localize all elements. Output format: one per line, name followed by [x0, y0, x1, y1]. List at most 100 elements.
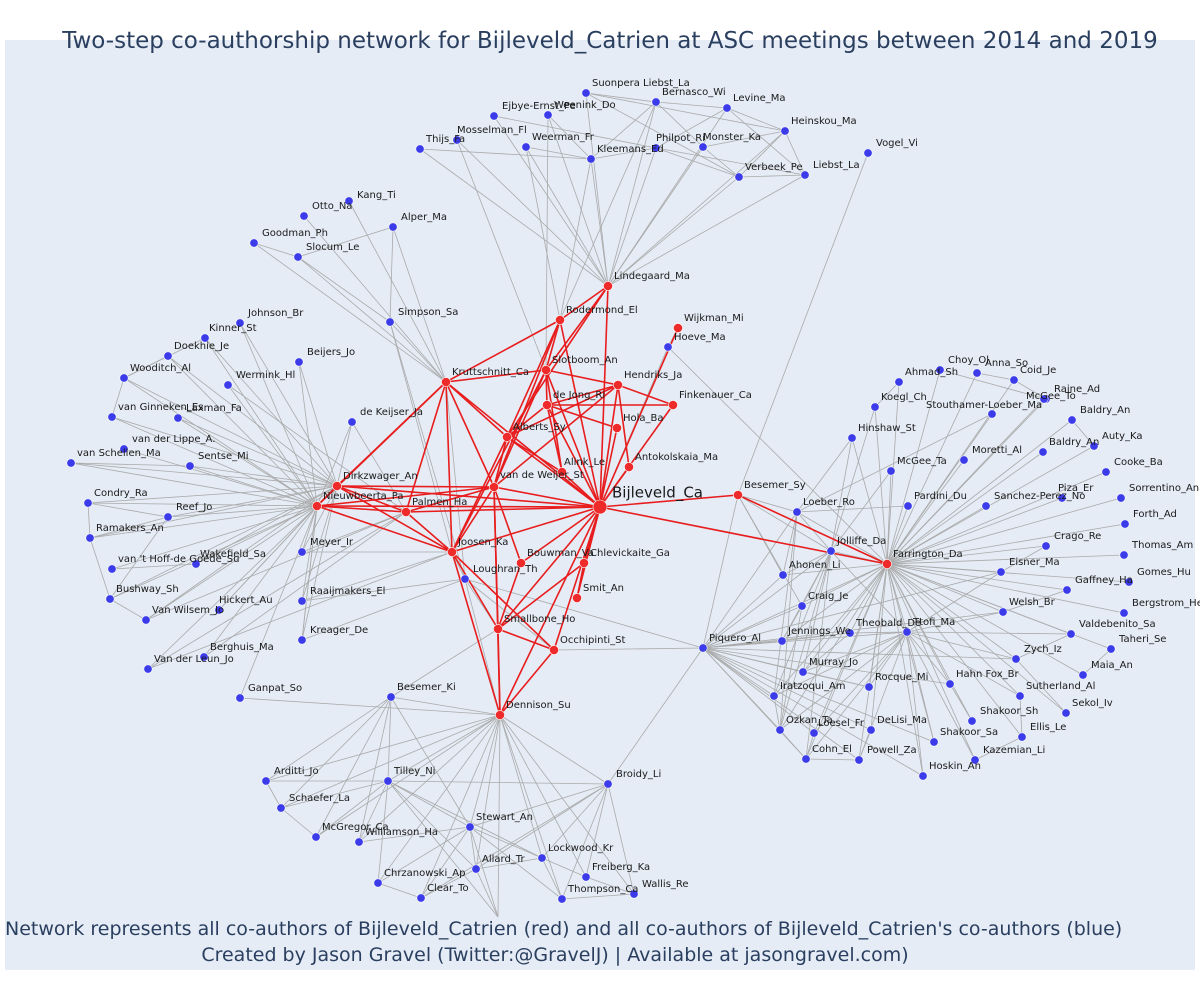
grey-edge [607, 174, 806, 287]
red-edge [497, 506, 601, 630]
grey-edge [886, 563, 1125, 614]
node-label-piquero-al: Piquero_Al [709, 633, 761, 644]
node-hola-ba [612, 423, 622, 433]
grey-edge [358, 714, 501, 843]
grey-edge [974, 736, 1023, 761]
grey-edge [239, 322, 318, 507]
node-label-vogel-vi: Vogel_Vi [876, 138, 918, 149]
grey-edge [886, 413, 993, 565]
node-label-ramakers-an: Ramakers_An [96, 523, 164, 534]
red-edge [316, 505, 407, 513]
grey-edge [390, 696, 471, 828]
node-williamson-ha [354, 837, 364, 847]
grey-edge [253, 242, 299, 258]
node-gomes-hu [1124, 577, 1134, 587]
node-label-bijleveld-ca: Bijleveld_Ca [612, 484, 703, 503]
red-edges [316, 285, 888, 716]
grey-edge [830, 406, 876, 552]
grey-edge [702, 647, 1017, 660]
grey-edge [297, 226, 394, 258]
node-label-goodman-ph: Goodman_Ph [262, 228, 328, 239]
chart-title: Two-step co-authorship network for Bijle… [62, 28, 1158, 54]
node-label-raaijmakers-el: Raaijmakers_El [310, 586, 385, 597]
node-auty-ka [1089, 441, 1099, 451]
red-edge [559, 285, 609, 321]
grey-edge [886, 471, 1107, 565]
grey-edge [886, 505, 909, 565]
node-label-loeber-ro: Loeber_Ro [803, 497, 855, 508]
node-label-delisi-ma: DeLisi_Ma [877, 715, 927, 726]
red-edge [405, 506, 601, 513]
node-valdebenito-sa [1066, 629, 1076, 639]
red-edge [553, 506, 601, 651]
grey-edge [585, 92, 657, 103]
grey-edge [547, 114, 609, 287]
node-label-kreager-de: Kreager_De [310, 625, 368, 636]
grey-edge [1019, 695, 1023, 738]
red-edge [546, 404, 618, 429]
grey-edge [358, 696, 392, 843]
node-label-mcgregor-ca: McGregor_Ca [322, 822, 389, 833]
grey-edge [493, 115, 609, 287]
node-label-nieuwbeerta-pa: Nieuwbeerta_Pa [323, 491, 403, 502]
grey-edge [607, 130, 786, 287]
red-edge [451, 506, 601, 553]
grey-edge [301, 505, 318, 553]
node-label-laxman-fa: Laxman_Fa [186, 403, 242, 414]
node-slotboom-an [541, 365, 551, 375]
grey-edge [499, 714, 563, 900]
node-finkenauer-ca [668, 400, 678, 410]
node-label-cohn-el: Cohn_El [812, 744, 852, 755]
grey-edge [227, 384, 407, 513]
node-maia-an [1078, 670, 1088, 680]
red-edge [451, 486, 495, 553]
node-label-ellis-le: Ellis_Le [1030, 722, 1066, 733]
grey-edge [1015, 633, 1072, 660]
grey-edge [377, 714, 501, 884]
node-label-choy-ol: Choy_Ol [948, 355, 989, 366]
grey-edge [813, 631, 908, 734]
node-label-ttofi-ma: Ttofi_Ma [912, 617, 955, 628]
node-alper-ma [388, 222, 398, 232]
node-palmen-ha [401, 507, 411, 517]
grey-edge [147, 551, 453, 670]
grey-edge [702, 130, 786, 148]
node-label-zych-iz: Zych_Iz [1024, 644, 1062, 655]
grey-edge [298, 361, 318, 507]
grey-edge [195, 485, 338, 565]
node-broidy-li [603, 779, 613, 789]
node-label-ganpat-so: Ganpat_So [248, 683, 302, 694]
grey-edge [419, 148, 592, 160]
node-label-murray-jo: Murray_Jo [809, 657, 858, 668]
red-edge [546, 384, 619, 406]
node-label-hinshaw-st: Hinshaw_St [858, 423, 916, 434]
node-label-mcgee-to: McGee_To [1026, 391, 1076, 402]
node-ozkan-ta [775, 725, 785, 735]
node-choy-ol [935, 365, 945, 375]
node-sentse-mi [185, 461, 195, 471]
node-thomas-am [1119, 550, 1129, 560]
nodes [66, 88, 1134, 904]
grey-edge [469, 783, 609, 828]
grey-edge [420, 868, 477, 899]
grey-edge [655, 147, 740, 178]
node-raaijmakers-el [297, 596, 307, 606]
node-label-kang-ti: Kang_Ti [357, 190, 396, 201]
node-lockwood-kr [537, 853, 547, 863]
grey-edge [561, 893, 635, 900]
node-label-cooke-ba: Cooke_Ba [1114, 457, 1163, 468]
grey-edge [553, 647, 704, 651]
node-label-thomas-am: Thomas_Am [1131, 540, 1193, 551]
node-alberts-sy [502, 432, 512, 442]
grey-edge [1000, 545, 1047, 573]
node-ramakers-an [85, 533, 95, 543]
node-stewart-an [465, 822, 475, 832]
grey-edge [886, 563, 1023, 738]
node-label-ozkan-ta: Ozkan_Ta [786, 715, 833, 726]
node-label-auty-ka: Auty_Ka [1102, 431, 1143, 442]
grey-edge [849, 631, 908, 634]
grey-edge [525, 146, 592, 160]
node-label-pardini-du: Pardini_Du [914, 491, 967, 502]
grey-edge [358, 826, 471, 843]
